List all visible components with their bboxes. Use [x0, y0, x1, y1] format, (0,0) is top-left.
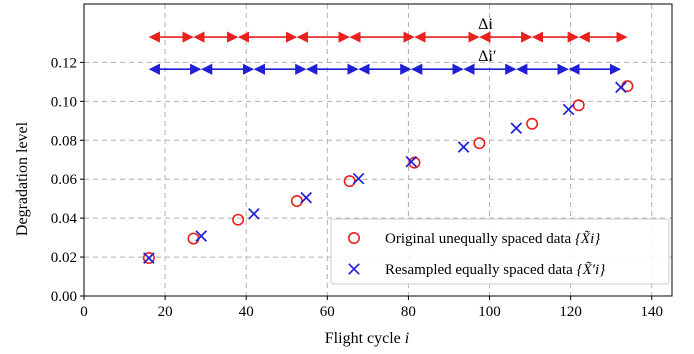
x-tick-label: 100 — [478, 304, 501, 320]
x-tick-label: 140 — [640, 304, 663, 320]
point-resampled — [248, 208, 260, 220]
point-original — [526, 117, 539, 130]
interval-annotations: Δi Δi′ — [148, 16, 628, 75]
x-axis-label-text: Flight cycle — [325, 330, 401, 347]
y-tick-label: 0.02 — [51, 250, 77, 266]
x-tick-label: 60 — [320, 304, 335, 320]
x-marker-stroke — [143, 252, 155, 264]
legend: Original unequally spaced data {X̃i} Res… — [330, 218, 670, 285]
x-tick-label: 40 — [239, 304, 254, 320]
x-marker-stroke — [615, 81, 627, 94]
point-original — [290, 195, 303, 208]
legend-label-resampled-text: Resampled equally spaced data — [385, 262, 573, 278]
point-resampled — [510, 122, 523, 134]
point-original — [232, 213, 245, 226]
y-tick-label: 0.08 — [51, 133, 77, 149]
y-tick-label: 0.12 — [51, 55, 77, 71]
point-resampled — [405, 155, 418, 168]
legend-label-original-text: Original unequally spaced data — [385, 231, 572, 247]
point-original — [187, 232, 200, 245]
legend-label-resampled-math: {X̃′i} — [577, 262, 606, 278]
x-marker-stroke — [300, 191, 313, 204]
x-axis-label-variable: i — [405, 330, 409, 347]
point-resampled — [195, 230, 207, 242]
point-original — [473, 137, 486, 150]
legend-marker-resampled — [348, 263, 360, 275]
x-marker-stroke — [405, 155, 418, 168]
axes — [80, 3, 673, 300]
point-resampled — [562, 103, 575, 116]
legend-circle-marker — [347, 232, 360, 245]
x-marker-stroke — [248, 208, 260, 220]
x-marker-stroke — [352, 172, 365, 185]
point-resampled — [352, 172, 365, 185]
data-points — [142, 80, 634, 265]
point-resampled — [300, 191, 313, 204]
x-tick-label: 0 — [80, 304, 88, 320]
x-tick-label: 80 — [401, 304, 416, 320]
plot-frame — [83, 3, 673, 297]
y-tick-label: 0.04 — [51, 211, 78, 227]
point-original — [142, 252, 155, 265]
point-original — [343, 175, 356, 188]
legend-x-marker — [348, 263, 360, 275]
point-resampled — [615, 81, 627, 94]
y-tick-label: 0.10 — [51, 94, 77, 110]
delta-i-prime-label: Δi′ — [478, 48, 496, 65]
legend-box — [330, 218, 670, 285]
x-marker-stroke — [348, 263, 360, 275]
y-tick-label: 0.00 — [51, 289, 77, 305]
y-axis-label: Degradation level — [14, 121, 31, 236]
point-original — [572, 99, 585, 112]
x-tick-label: 120 — [559, 304, 582, 320]
x-marker-stroke — [195, 230, 207, 242]
tick-labels: 0 20 40 60 80 100 120 140 0.00 0.02 0.04 0.06 0.08 0.… — [51, 55, 663, 320]
x-axis-label: Flight cycle i — [325, 330, 409, 347]
delta-i-label: Δi — [478, 16, 493, 33]
legend-label-resampled: Resampled equally spaced data {X̃′i} — [385, 262, 605, 278]
y-tick-label: 0.06 — [51, 172, 78, 188]
x-tick-label: 20 — [158, 304, 173, 320]
point-resampled — [143, 252, 155, 264]
x-marker-stroke — [510, 122, 523, 134]
x-marker-stroke — [457, 141, 470, 153]
legend-label-original: Original unequally spaced data {X̃i} — [385, 231, 600, 247]
grid-lines — [84, 4, 672, 296]
point-resampled — [457, 141, 470, 153]
legend-label-original-math: {X̃i} — [575, 231, 600, 247]
x-marker-stroke — [562, 103, 575, 116]
legend-marker-original — [347, 232, 360, 245]
